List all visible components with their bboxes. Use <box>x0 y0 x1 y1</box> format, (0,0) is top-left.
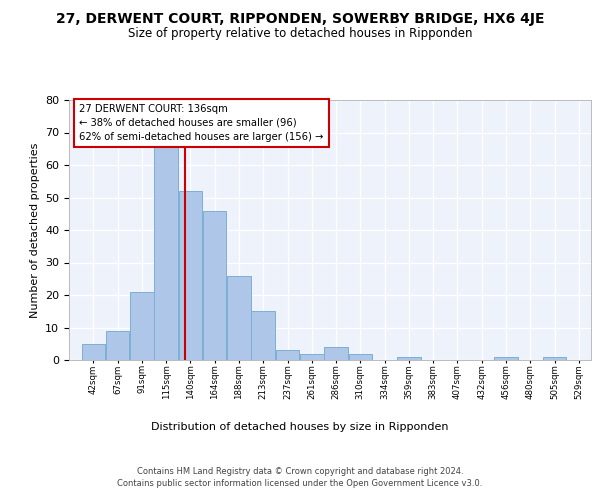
Bar <box>543 357 566 360</box>
Bar <box>325 347 348 360</box>
Text: Contains HM Land Registry data © Crown copyright and database right 2024.: Contains HM Land Registry data © Crown c… <box>137 468 463 476</box>
Y-axis label: Number of detached properties: Number of detached properties <box>29 142 40 318</box>
Text: 27, DERWENT COURT, RIPPONDEN, SOWERBY BRIDGE, HX6 4JE: 27, DERWENT COURT, RIPPONDEN, SOWERBY BR… <box>56 12 544 26</box>
Bar <box>179 191 202 360</box>
Bar <box>251 311 275 360</box>
Bar <box>397 357 421 360</box>
Bar <box>203 210 226 360</box>
Text: Distribution of detached houses by size in Ripponden: Distribution of detached houses by size … <box>151 422 449 432</box>
Text: Contains public sector information licensed under the Open Government Licence v3: Contains public sector information licen… <box>118 479 482 488</box>
Bar <box>300 354 323 360</box>
Bar <box>154 139 178 360</box>
Text: Size of property relative to detached houses in Ripponden: Size of property relative to detached ho… <box>128 28 472 40</box>
Bar <box>130 292 154 360</box>
Bar <box>349 354 372 360</box>
Bar <box>82 344 105 360</box>
Text: 27 DERWENT COURT: 136sqm
← 38% of detached houses are smaller (96)
62% of semi-d: 27 DERWENT COURT: 136sqm ← 38% of detach… <box>79 104 324 142</box>
Bar <box>494 357 518 360</box>
Bar <box>276 350 299 360</box>
Bar <box>227 276 251 360</box>
Bar <box>106 331 130 360</box>
